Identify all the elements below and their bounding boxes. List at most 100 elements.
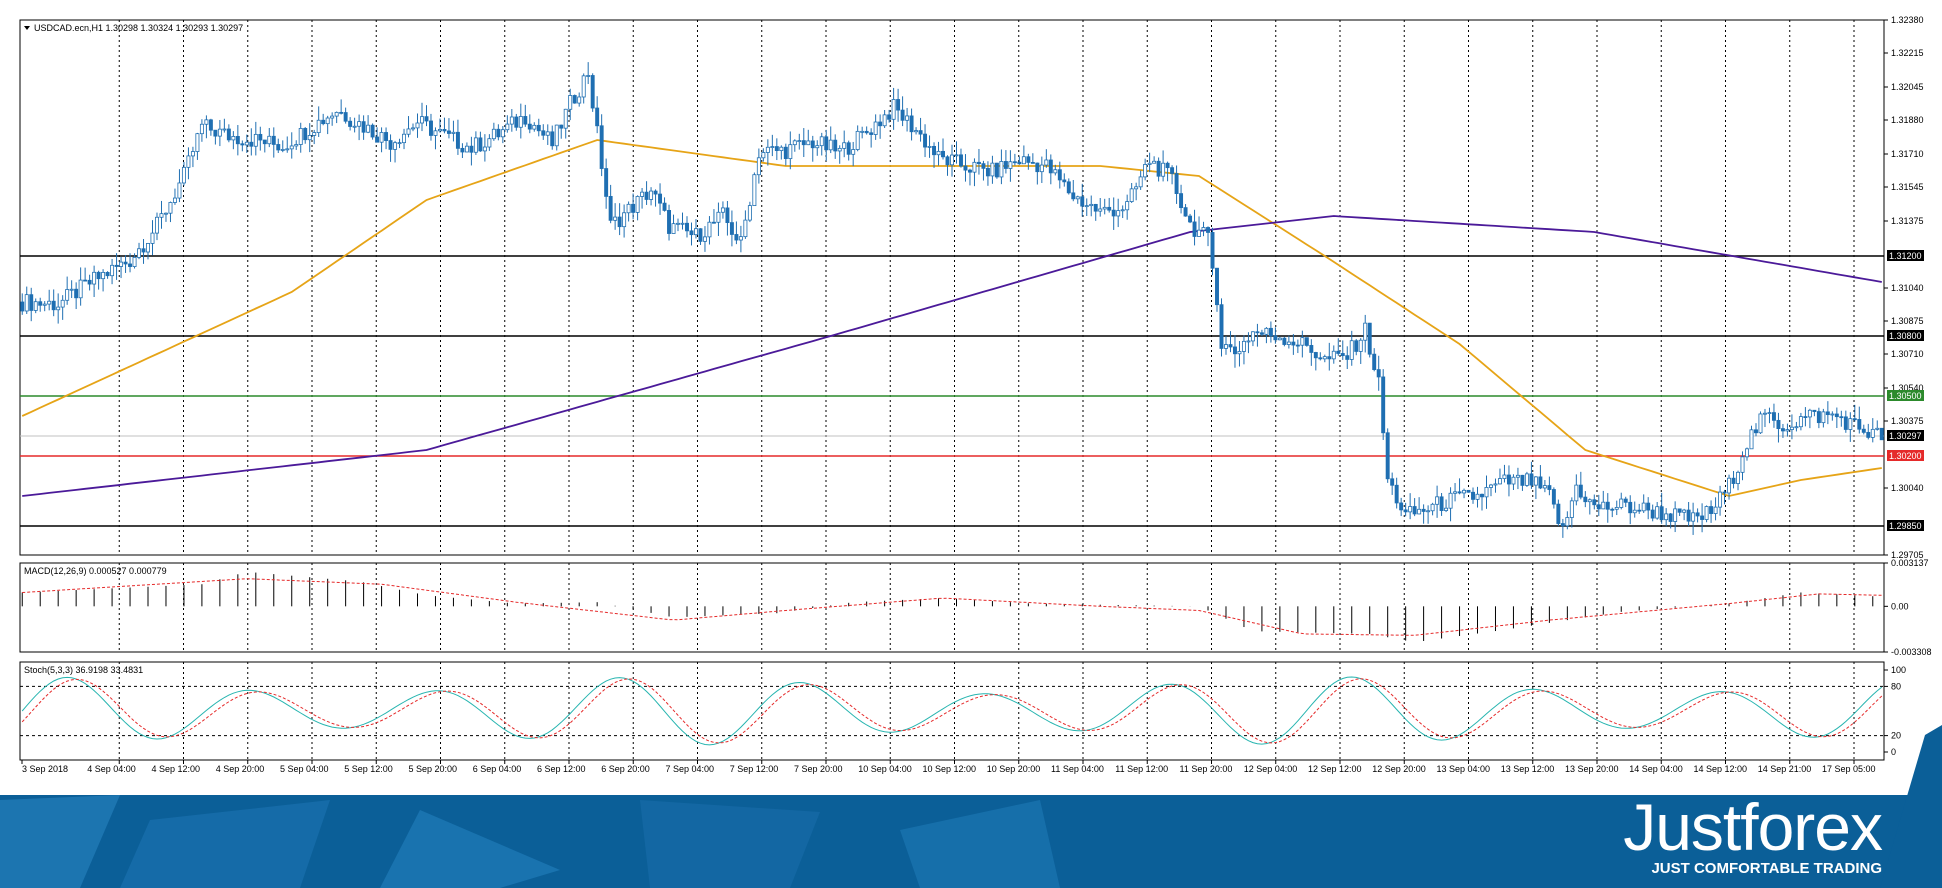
candle-body (869, 132, 874, 135)
candle-body (631, 203, 636, 213)
candle-body (172, 197, 177, 203)
level-badge (1887, 330, 1924, 341)
candle-body (199, 123, 204, 135)
candle-body (1048, 159, 1053, 174)
y-tick-label: 1.31880 (1891, 115, 1924, 125)
candle-body (190, 151, 195, 157)
y-tick-label: 20 (1891, 731, 1901, 741)
candle-body (240, 143, 245, 146)
candle-body (563, 108, 568, 129)
candle-body (1003, 161, 1008, 169)
candle-body (1691, 512, 1696, 522)
x-tick-label: 12 Sep 12:00 (1308, 764, 1362, 774)
candle-body (51, 300, 56, 311)
candle-body (860, 130, 865, 133)
candle-body (285, 148, 290, 151)
candle-body (1372, 353, 1377, 370)
candle-body (1390, 478, 1395, 486)
candle-body (1057, 169, 1062, 181)
candle-body (1529, 473, 1534, 486)
candle-body (74, 288, 79, 299)
candle-body (1210, 232, 1215, 269)
candle-body (711, 221, 716, 224)
candle-body (128, 263, 133, 267)
candle-body (1345, 355, 1350, 360)
candle-body (217, 128, 222, 137)
price-title: USDCAD.ecn,H1 1.30298 1.30324 1.30293 1.… (34, 23, 243, 33)
candle-body (437, 128, 442, 132)
candle-body (1255, 331, 1260, 334)
candle-body (303, 128, 308, 141)
candle-body (1614, 507, 1619, 510)
x-tick-label: 4 Sep 12:00 (152, 764, 201, 774)
candle-body (1156, 160, 1161, 177)
level-label: 1.30297 (1889, 431, 1922, 441)
candle-body (1179, 193, 1184, 209)
candle-body (1228, 344, 1233, 348)
candle-body (864, 130, 869, 134)
candle-body (523, 116, 528, 125)
candle-body (545, 131, 550, 136)
candle-body (56, 306, 61, 311)
candle-body (1322, 356, 1327, 360)
candle-body (1039, 164, 1044, 173)
x-tick-label: 5 Sep 04:00 (280, 764, 329, 774)
candle-body (1771, 412, 1776, 421)
candle-body (1646, 502, 1651, 511)
candle-body (1327, 356, 1332, 360)
candle-body (1713, 506, 1718, 514)
candle-body (1861, 428, 1866, 433)
candle-body (1650, 509, 1655, 519)
candle-body (1655, 506, 1660, 519)
candle-body (1785, 429, 1790, 432)
candle-body (954, 154, 959, 157)
candle-body (1466, 489, 1471, 493)
y-tick-label: 1.31545 (1891, 182, 1924, 192)
candle-body (321, 119, 326, 125)
candle-body (914, 130, 919, 133)
x-tick-label: 11 Sep 12:00 (1115, 764, 1168, 774)
candle-body (1367, 322, 1372, 355)
candle-body (1237, 351, 1242, 355)
candle-body (1520, 474, 1525, 486)
y-tick-label: 1.30375 (1891, 416, 1924, 426)
candle-body (891, 99, 896, 120)
candle-body (833, 139, 838, 152)
candle-body (1767, 412, 1772, 414)
candle-body (806, 140, 811, 146)
candle-body (599, 125, 604, 169)
candle-body (518, 116, 523, 128)
candle-body (950, 154, 954, 166)
candle-body (1596, 504, 1601, 510)
candle-body (743, 219, 748, 238)
candle-body (339, 111, 344, 114)
candle-body (69, 288, 74, 291)
candle-body (756, 157, 761, 176)
candle-body (846, 142, 851, 155)
candle-body (1731, 477, 1736, 484)
candle-body (667, 210, 672, 234)
candle-body (936, 150, 941, 156)
candle-body (442, 128, 447, 132)
candle-body (496, 128, 501, 138)
x-tick-label: 5 Sep 12:00 (344, 764, 393, 774)
moving-average-slow (22, 215, 1882, 497)
candle-body (1574, 484, 1579, 502)
candle-body (536, 124, 541, 132)
candle-body (514, 116, 519, 128)
candle-body (1556, 503, 1561, 524)
candle-body (855, 130, 860, 150)
candle-body (1592, 499, 1597, 506)
candle-body (1439, 496, 1444, 511)
candle-body (990, 162, 995, 177)
candle-body (1403, 509, 1408, 513)
candle-body (1727, 477, 1732, 494)
candle-body (1295, 344, 1300, 347)
candle-body (550, 131, 555, 147)
candle-body (900, 109, 905, 121)
candle-body (1659, 506, 1664, 521)
candle-body (181, 166, 186, 184)
candle-body (1264, 327, 1269, 335)
candle-body (707, 221, 712, 238)
candle-body (384, 132, 389, 141)
